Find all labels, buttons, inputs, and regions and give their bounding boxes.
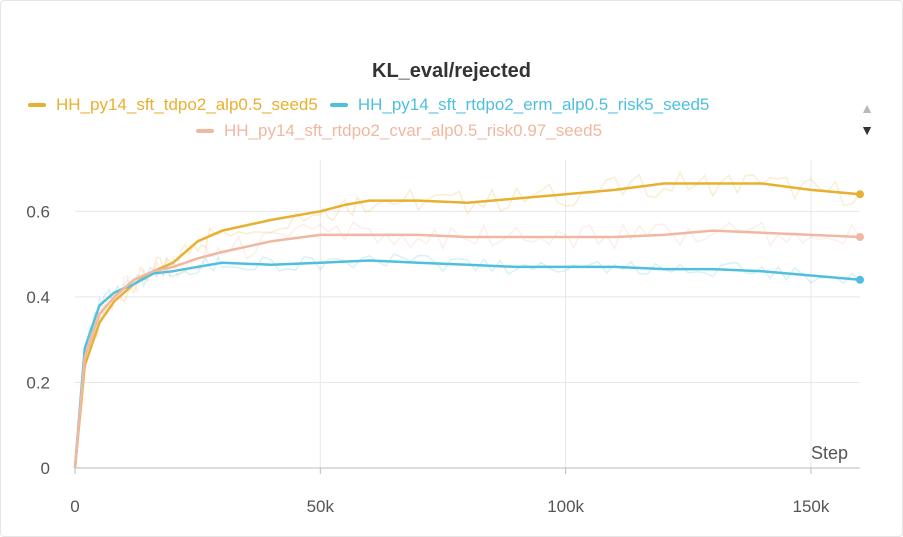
chart-title: KL_eval/rejected [372,60,531,82]
legend-item-series-3[interactable]: HH_py14_sft_rtdpo2_cvar_alp0.5_risk0.97_… [196,121,602,141]
legend-label: HH_py14_sft_tdpo2_alp0.5_seed5 [56,95,318,114]
triangle-up-icon: ▲ [860,100,874,116]
series-raw-line [74,170,861,469]
x-axis-label: Step [811,443,848,463]
legend-scroll-up-button[interactable]: ▲ [850,98,884,118]
series-line[interactable] [73,229,861,469]
legend-label: HH_py14_sft_rtdpo2_erm_alp0.5_risk5_seed… [357,95,710,114]
legend-swatch-icon [28,103,46,107]
triangle-down-icon: ▼ [860,122,874,138]
x-tick-label: 150k [793,497,830,516]
y-tick-label: 0.4 [26,288,50,307]
series-raw-line [74,253,861,469]
series-raw-line [74,220,861,469]
legend-swatch-icon [329,103,348,107]
legend-scroll-down-button[interactable]: ▼ [850,120,884,140]
series-end-point [856,233,864,241]
x-tick-label: 100k [547,497,584,516]
series-end-point [856,190,864,199]
y-tick-label: 0.2 [26,373,50,392]
legend-row-1: HH_py14_sft_tdpo2_alp0.5_seed5 HH_py14_s… [28,95,721,115]
legend-item-series-2[interactable]: HH_py14_sft_rtdpo2_erm_alp0.5_risk5_seed… [329,95,710,115]
series-line[interactable] [73,259,861,469]
legend-item-series-1[interactable]: HH_py14_sft_tdpo2_alp0.5_seed5 [28,95,318,115]
x-tick-label: 50k [307,497,335,516]
y-tick-label: 0 [41,459,50,478]
legend-label: HH_py14_sft_rtdpo2_cvar_alp0.5_risk0.97_… [224,121,603,140]
x-tick-label: 0 [70,497,79,516]
series-line[interactable] [73,182,861,469]
series-end-point [856,275,864,284]
legend-swatch-icon [196,129,214,133]
y-tick-label: 0.6 [26,202,50,221]
legend-row-2: HH_py14_sft_rtdpo2_cvar_alp0.5_risk0.97_… [196,121,614,141]
